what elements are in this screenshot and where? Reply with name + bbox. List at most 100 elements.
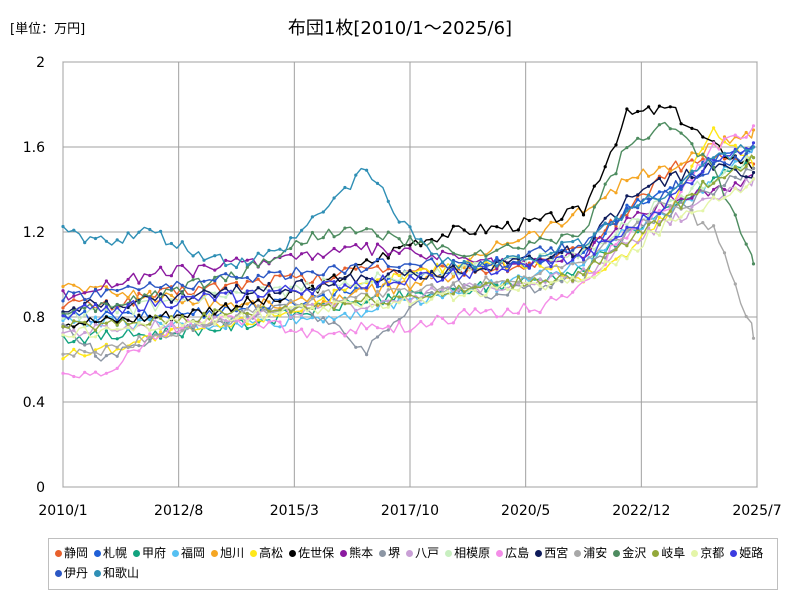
series-point — [148, 289, 152, 293]
series-point — [180, 335, 184, 339]
series-point — [278, 274, 282, 278]
series-point — [354, 299, 358, 303]
series-point — [234, 307, 239, 311]
series-point — [571, 205, 575, 210]
series-point — [234, 283, 239, 287]
series-point — [690, 178, 694, 182]
series-point — [527, 309, 531, 313]
series-point — [440, 292, 445, 296]
series-point — [495, 315, 499, 319]
series-point — [397, 320, 401, 324]
series-point — [484, 293, 488, 297]
series-point — [571, 240, 575, 244]
legend-label: 岐阜 — [661, 546, 686, 560]
series-point — [365, 309, 369, 313]
series-point — [300, 313, 304, 317]
series-point — [679, 219, 683, 223]
series-point — [397, 251, 401, 255]
series-point — [397, 269, 401, 273]
series-point — [148, 273, 152, 278]
series-point — [408, 243, 412, 247]
legend-marker-icon — [691, 550, 699, 557]
series-point — [365, 306, 369, 310]
legend-marker-icon — [133, 550, 141, 557]
series-point — [332, 318, 336, 322]
series-point — [180, 240, 184, 244]
series-point — [321, 305, 325, 309]
series-point — [690, 176, 694, 180]
series-point — [354, 309, 358, 313]
series-point — [354, 295, 358, 300]
series-point — [647, 184, 651, 188]
series-point — [148, 314, 152, 318]
series-point — [159, 297, 163, 301]
series-point — [126, 303, 130, 307]
series-point — [701, 197, 705, 201]
series-point — [679, 206, 683, 210]
series-point — [375, 293, 380, 297]
series-point — [495, 248, 499, 252]
series-point — [657, 223, 662, 227]
series-point — [538, 281, 542, 285]
series-point — [744, 314, 748, 319]
series-point — [657, 198, 662, 202]
series-point — [408, 246, 412, 250]
series-point — [234, 256, 239, 260]
series-point — [733, 159, 737, 163]
series-point — [440, 285, 445, 289]
series-point — [278, 320, 282, 324]
series-point — [462, 308, 466, 312]
series-point — [625, 179, 629, 183]
series-point — [289, 246, 293, 251]
series-point — [647, 217, 651, 221]
series-point — [751, 128, 756, 132]
series-point — [375, 181, 380, 185]
series-point — [300, 278, 304, 282]
series-point — [83, 354, 87, 358]
series-point — [744, 175, 748, 179]
series-point — [657, 233, 662, 237]
series-point — [657, 165, 662, 169]
series-point — [495, 267, 499, 271]
series-7 — [61, 104, 756, 329]
legend-item: 西宮 — [535, 543, 568, 563]
series-point — [72, 354, 76, 358]
series-point — [224, 272, 228, 276]
series-point — [386, 302, 390, 306]
series-point — [744, 164, 748, 168]
series-point — [419, 282, 423, 286]
series-point — [137, 291, 141, 295]
series-point — [386, 199, 390, 203]
series-point — [625, 194, 629, 198]
series-point — [300, 295, 304, 299]
legend-item: 高松 — [250, 543, 283, 563]
series-point — [527, 230, 531, 234]
series-point — [354, 280, 358, 284]
series-point — [538, 310, 542, 315]
series-point — [603, 252, 607, 256]
series-point — [733, 133, 737, 137]
series-point — [191, 254, 195, 258]
series-point — [690, 186, 694, 190]
series-point — [267, 270, 271, 274]
series-point — [343, 283, 347, 287]
series-point — [148, 335, 152, 340]
series-point — [375, 289, 380, 293]
series-point — [603, 182, 607, 186]
series-point — [137, 318, 141, 322]
series-point — [137, 230, 141, 234]
series-point — [451, 292, 455, 296]
series-point — [668, 127, 672, 131]
series-point — [751, 156, 756, 160]
series-point — [636, 226, 640, 230]
series-point — [256, 265, 260, 269]
series-point — [354, 345, 358, 349]
series-point — [180, 329, 184, 333]
series-point — [560, 294, 564, 298]
legend-marker-icon — [340, 550, 348, 557]
series-point — [83, 309, 87, 313]
series-point — [83, 291, 87, 295]
legend-label: 札幌 — [103, 546, 128, 560]
series-point — [560, 224, 564, 228]
series-point — [657, 212, 662, 216]
